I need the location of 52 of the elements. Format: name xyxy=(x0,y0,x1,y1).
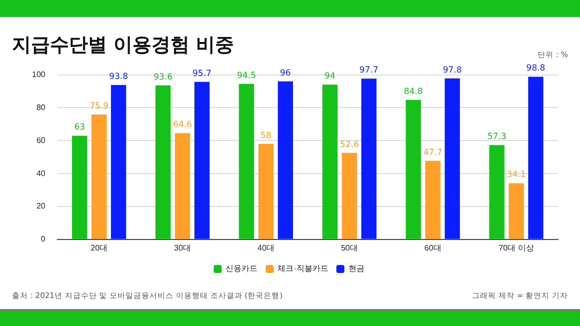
data-label: 94 xyxy=(324,72,336,82)
x-tick-label: 40대 xyxy=(258,243,274,252)
data-label: 96 xyxy=(280,68,291,78)
data-label: 34.1 xyxy=(506,170,526,180)
data-label: 93.8 xyxy=(109,72,128,82)
data-label: 98.8 xyxy=(526,64,546,74)
data-label: 52.6 xyxy=(340,140,359,150)
y-tick-label: 0 xyxy=(40,234,46,244)
y-tick-label: 40 xyxy=(36,168,46,178)
y-tick-label: 20 xyxy=(36,202,46,211)
x-tick-label: 50대 xyxy=(340,243,358,252)
bar xyxy=(528,76,544,239)
data-label: 75.9 xyxy=(90,101,109,112)
bar xyxy=(155,85,171,239)
data-label: 47.7 xyxy=(423,148,442,158)
bar xyxy=(361,78,376,239)
bar xyxy=(322,84,338,239)
legend-label: 현금 xyxy=(348,264,364,274)
y-tick-label: 100 xyxy=(32,70,46,80)
bar xyxy=(508,183,524,239)
bar xyxy=(110,85,126,239)
bar xyxy=(425,160,440,239)
data-label: 94.5 xyxy=(237,70,256,81)
bar xyxy=(406,100,421,239)
x-tick-label: 60대 xyxy=(424,243,442,252)
x-tick-label: 20대 xyxy=(90,243,108,252)
bar xyxy=(174,133,190,239)
bar xyxy=(194,82,210,239)
data-label: 64.6 xyxy=(173,120,192,130)
y-tick-label: 80 xyxy=(36,102,46,112)
bar xyxy=(444,78,460,239)
data-label: 57.3 xyxy=(487,132,506,142)
y-tick-label: 60 xyxy=(36,136,46,145)
data-label: 93.6 xyxy=(154,72,173,82)
bar xyxy=(72,136,88,239)
chart-title: 지급수단별 이용경험 비중 xyxy=(12,33,234,58)
bar xyxy=(489,145,504,239)
data-label: 58 xyxy=(260,130,272,141)
x-tick-label: 30대 xyxy=(174,243,191,252)
legend-label: 체크·직불카드 xyxy=(278,264,328,274)
data-label: 84.8 xyxy=(404,86,423,97)
bar xyxy=(238,84,254,239)
bar xyxy=(258,144,274,239)
data-label: 95.7 xyxy=(192,68,212,79)
data-label: 63 xyxy=(74,122,86,133)
data-label: 97.8 xyxy=(442,65,462,76)
bar xyxy=(91,114,107,239)
data-label: 97.7 xyxy=(359,66,378,76)
bar xyxy=(342,152,357,239)
bar xyxy=(278,81,294,239)
legend-label: 신용카드 xyxy=(226,264,258,274)
x-tick-label: 70대 이상 xyxy=(498,243,534,252)
